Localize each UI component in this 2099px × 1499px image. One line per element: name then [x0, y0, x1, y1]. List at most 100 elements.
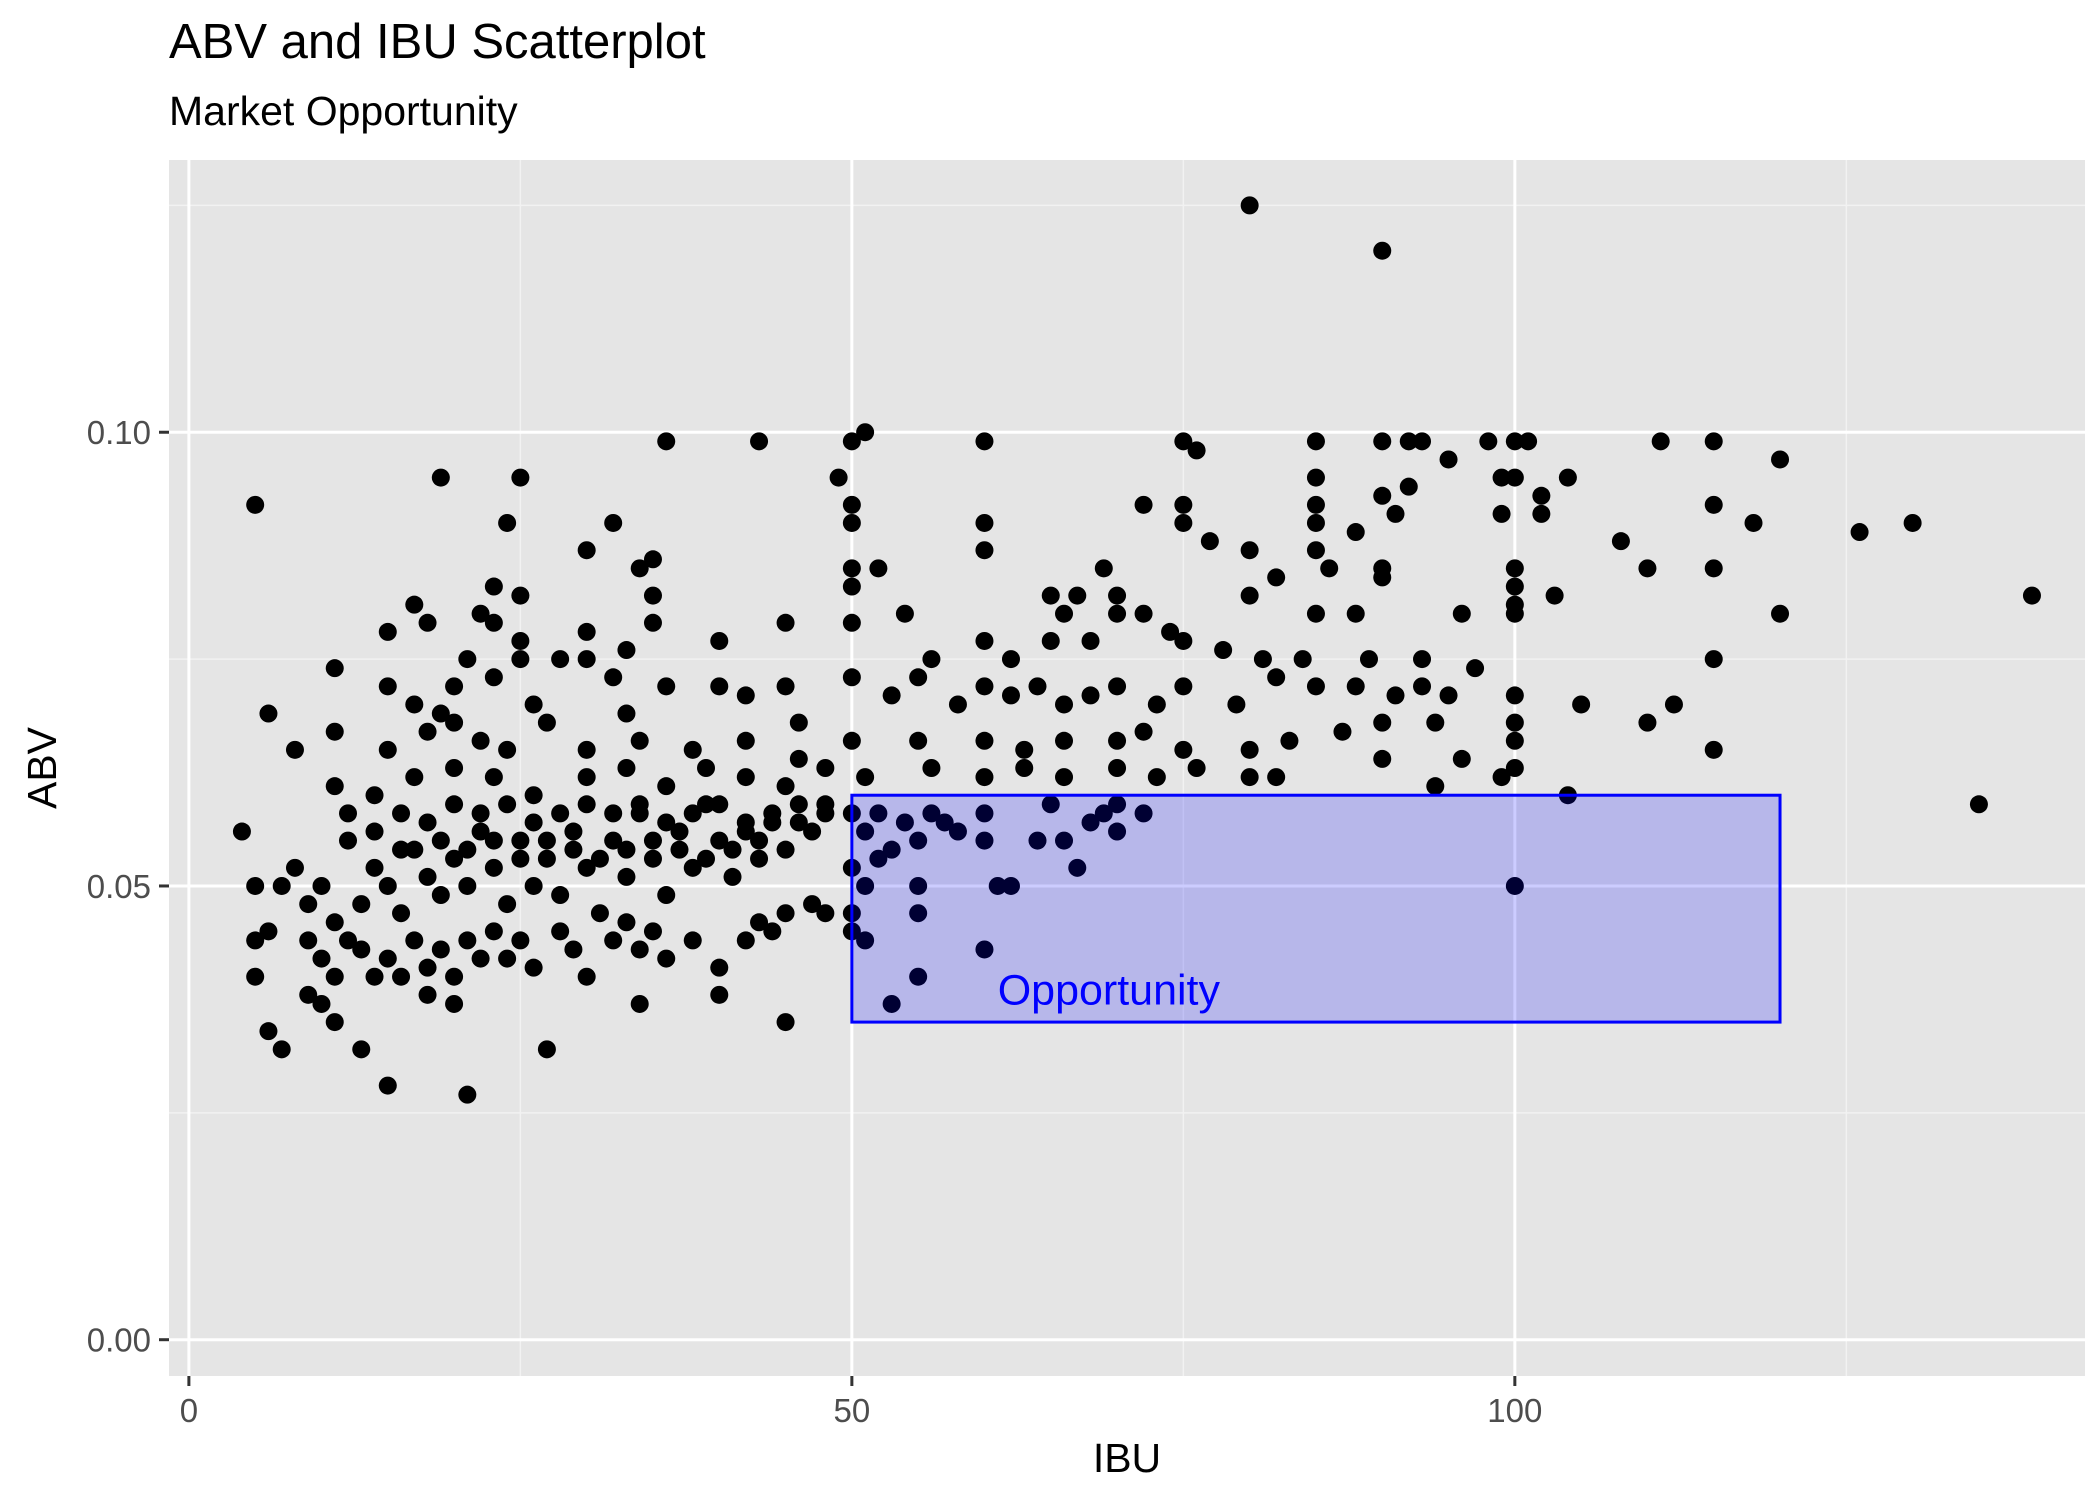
data-point	[643, 550, 662, 569]
data-point	[643, 586, 662, 605]
data-point	[325, 659, 344, 678]
data-point	[630, 731, 649, 750]
data-point	[1704, 740, 1723, 759]
data-point	[1426, 713, 1445, 732]
data-point	[975, 768, 994, 787]
data-point	[1771, 450, 1790, 469]
data-point	[1452, 604, 1471, 623]
data-point	[842, 577, 861, 596]
data-point	[816, 904, 835, 923]
data-point	[577, 622, 596, 641]
data-point	[882, 994, 901, 1013]
data-point	[1187, 759, 1206, 777]
data-point	[1386, 504, 1405, 523]
data-point	[299, 931, 318, 950]
data-point	[1174, 740, 1193, 759]
data-point	[378, 740, 397, 759]
data-point	[1187, 441, 1206, 460]
y-axis-label: ABV	[19, 726, 65, 809]
data-point	[697, 849, 716, 868]
data-point	[882, 840, 901, 859]
data-point	[750, 913, 769, 932]
data-point	[1505, 604, 1524, 623]
data-point	[445, 994, 464, 1013]
data-point	[842, 559, 861, 578]
data-point	[723, 840, 742, 859]
data-point	[1664, 695, 1683, 714]
data-point	[458, 931, 477, 950]
data-point	[431, 940, 450, 959]
y-tick-label: 0.10	[87, 414, 151, 451]
data-point	[1015, 740, 1034, 759]
data-point	[1041, 795, 1060, 814]
data-point	[1134, 804, 1153, 823]
data-point	[1267, 668, 1286, 687]
data-point	[577, 795, 596, 814]
data-point	[776, 904, 795, 923]
data-point	[524, 786, 543, 805]
data-point	[1227, 695, 1246, 714]
data-point	[325, 967, 344, 986]
data-point	[1240, 768, 1259, 787]
data-point	[1001, 650, 1020, 669]
data-point	[498, 795, 517, 814]
data-point	[471, 804, 490, 823]
data-point	[1439, 450, 1458, 469]
data-point	[657, 677, 676, 696]
data-point	[1558, 468, 1577, 487]
data-point	[590, 904, 609, 923]
data-point	[1108, 822, 1127, 841]
data-point	[564, 822, 583, 841]
data-point	[1108, 586, 1127, 605]
data-point	[856, 876, 875, 895]
data-point	[1373, 713, 1392, 732]
data-point	[657, 886, 676, 905]
data-point	[484, 858, 503, 877]
data-point	[657, 949, 676, 968]
data-point	[445, 713, 464, 732]
data-point	[1001, 876, 1020, 895]
data-point	[1134, 604, 1153, 623]
x-tick-label: 100	[1487, 1392, 1542, 1429]
data-point	[551, 922, 570, 941]
data-point	[392, 967, 411, 986]
data-point	[325, 913, 344, 932]
data-point	[604, 668, 623, 687]
data-point	[299, 895, 318, 914]
data-point	[1492, 504, 1511, 523]
data-point	[869, 804, 888, 823]
x-axis-label: IBU	[1093, 1435, 1161, 1481]
data-point	[498, 949, 517, 968]
data-point	[1267, 568, 1286, 587]
data-point	[537, 713, 556, 732]
data-point	[789, 713, 808, 732]
data-point	[458, 650, 477, 669]
data-point	[710, 958, 729, 977]
data-point	[604, 831, 623, 850]
data-point	[697, 759, 716, 777]
data-point	[312, 949, 331, 968]
data-point	[975, 731, 994, 750]
data-point	[577, 541, 596, 560]
data-point	[1479, 432, 1498, 451]
data-point	[1015, 759, 1034, 777]
data-point	[975, 677, 994, 696]
data-point	[842, 432, 861, 451]
data-point	[577, 858, 596, 877]
data-point	[524, 876, 543, 895]
data-point	[1413, 677, 1432, 696]
data-point	[1108, 731, 1127, 750]
x-tick-label: 50	[834, 1392, 871, 1429]
data-point	[922, 650, 941, 669]
data-point	[564, 840, 583, 859]
data-point	[630, 994, 649, 1013]
data-point	[1068, 858, 1087, 877]
data-point	[1744, 513, 1763, 532]
data-point	[1969, 795, 1988, 814]
data-point	[1466, 659, 1485, 678]
data-point	[803, 895, 822, 914]
data-point	[551, 804, 570, 823]
data-point	[1320, 559, 1339, 578]
data-point	[405, 595, 424, 614]
